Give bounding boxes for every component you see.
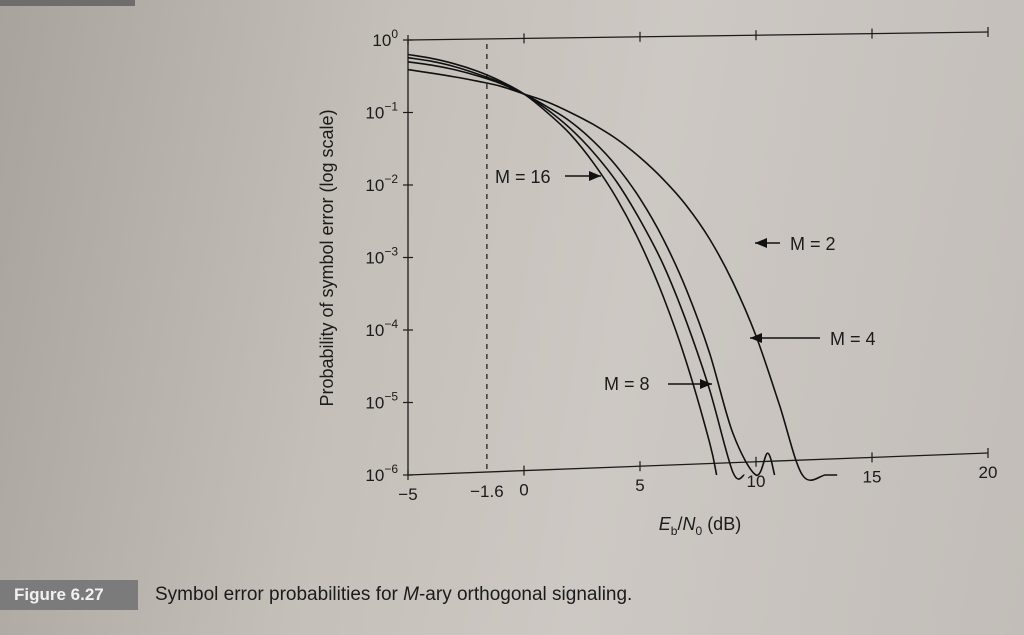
- annotation-arrowhead-m8: [700, 379, 712, 389]
- caption-text: Symbol error probabilities for M-ary ort…: [155, 584, 633, 605]
- x-tick-label: 0: [519, 481, 528, 500]
- figure-caption: Figure 6.27 Symbol error probabilities f…: [0, 580, 1024, 610]
- page-corner-tab: [0, 0, 135, 6]
- x-tick-label: −1.6: [470, 482, 504, 501]
- y-tick-label: 100: [372, 27, 398, 50]
- curve-m8: [407, 56, 745, 480]
- x-tick-label: 10: [747, 472, 766, 491]
- y-tick-label: 10−4: [365, 317, 398, 340]
- annotation-label-m2: M = 2: [790, 234, 836, 254]
- curve-m2: [407, 68, 838, 481]
- x-tick-label: −5: [398, 485, 417, 504]
- chart-curves: [407, 53, 838, 481]
- chart: 100 10−1 10−2 10−3 10−4 10−5 10−6−5 −1.6 0 5 10 15 2…: [317, 27, 997, 538]
- chart-axes: 100 10−1 10−2 10−3 10−4 10−5 10−6−5 −1.6 0 5 10 15 2…: [365, 27, 997, 504]
- annotation-label-m16: M = 16: [495, 167, 551, 187]
- x-tick-label: 15: [863, 467, 882, 486]
- y-tick-label: 10−6: [365, 462, 398, 485]
- annotation-arrowhead-m2: [755, 238, 767, 248]
- x-tick-label: 20: [979, 463, 998, 482]
- curve-m4: [407, 61, 776, 476]
- y-tick-label: 10−5: [365, 390, 398, 413]
- curve-m16: [407, 53, 718, 476]
- y-axis-title: Probability of symbol error (log scale): [317, 109, 337, 406]
- y-tick-label: 10−3: [365, 245, 398, 268]
- x-axis-title: Eb/N0 (dB): [659, 514, 741, 538]
- x-tick-label: 5: [635, 476, 644, 495]
- y-tick-label: 10−2: [365, 172, 398, 195]
- chart-annotations: M = 16 M = 2 M = 4 M = 8: [495, 167, 876, 394]
- annotation-label-m8: M = 8: [604, 374, 650, 394]
- annotation-arrowhead-m4: [750, 333, 762, 343]
- figure-number-badge: Figure 6.27: [0, 580, 138, 610]
- x-axis-line: [407, 452, 989, 476]
- y-tick-label: 10−1: [365, 100, 398, 123]
- top-frame-line: [407, 31, 989, 41]
- annotation-label-m4: M = 4: [830, 329, 876, 349]
- annotation-arrowhead-m16: [589, 171, 601, 181]
